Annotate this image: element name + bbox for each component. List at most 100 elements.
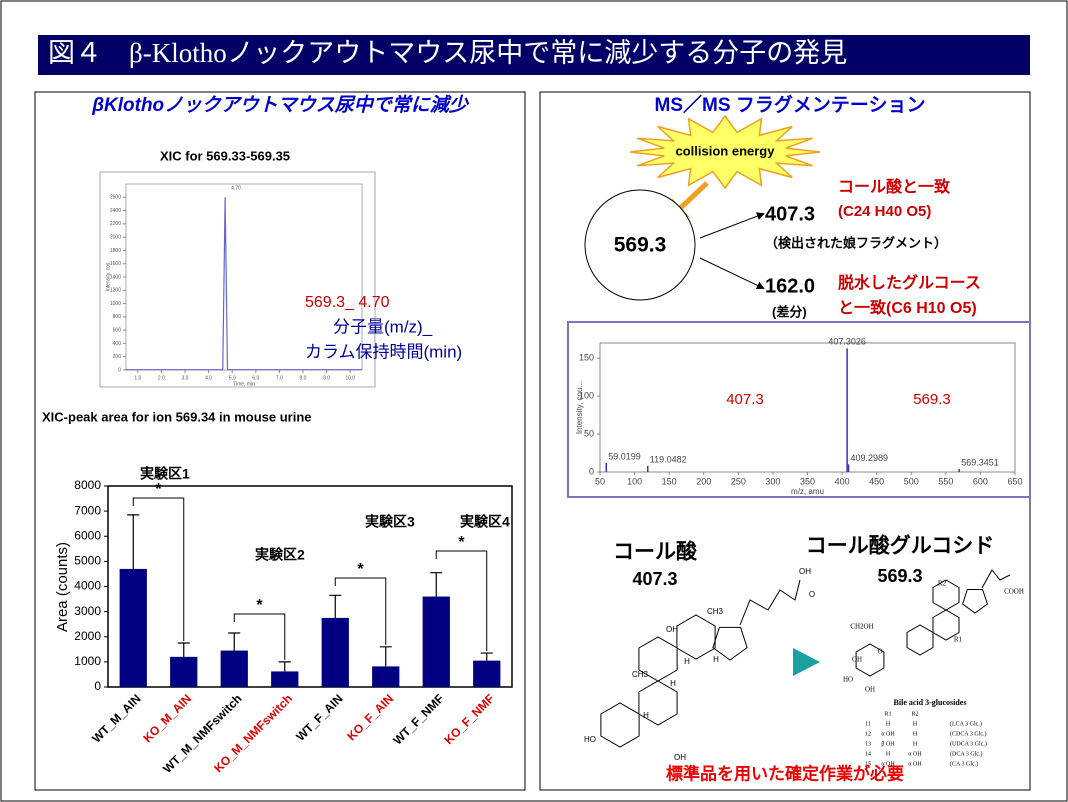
atom-label: O: [809, 590, 815, 599]
y-tick-label: 0: [589, 466, 594, 476]
x-tick-label: 150: [662, 476, 677, 486]
table-cell: H: [886, 751, 891, 757]
y-tick-label: 0: [118, 367, 121, 373]
y-tick-label: 1200: [110, 288, 121, 294]
bar: [422, 596, 450, 687]
peak-label: 59.0199: [608, 451, 641, 461]
x-tick-label: 10.0: [345, 375, 355, 381]
table-header: R2: [911, 711, 918, 717]
x-axis-label: Time, min: [233, 381, 255, 387]
significance-label: *: [155, 481, 162, 498]
x-tick-label: 9.0: [323, 375, 330, 381]
group-label: 実験区4: [460, 514, 510, 530]
ring: [932, 609, 960, 641]
peak-label: 407.3026: [828, 337, 866, 347]
significance-label: *: [256, 597, 263, 614]
y-axis-label: Intensity, cou...: [575, 381, 584, 434]
ring: [712, 626, 748, 661]
atom-label: O: [877, 648, 882, 656]
peak-label: 119.0482: [650, 454, 687, 464]
y-axis-label: Area (counts): [54, 542, 71, 632]
y-tick-label: 1400: [110, 274, 121, 280]
significance-bracket: [132, 497, 185, 642]
table-cell: H: [913, 731, 918, 737]
atom-label: R1: [954, 636, 963, 644]
side-chain: [739, 579, 801, 626]
compound-mz: 569.3: [877, 566, 922, 586]
compound-mz: 407.3: [632, 569, 677, 589]
atom-label: R2: [938, 580, 947, 588]
side-chain: [981, 569, 1011, 589]
x-tick-label: 5.0: [229, 375, 236, 381]
compound-name: コール酸: [613, 540, 698, 564]
x-axis-label: m/z, amu: [791, 487, 824, 496]
table-cell: (CA 3 Glc.): [950, 760, 978, 767]
atom-label: H: [684, 657, 690, 666]
bar: [220, 650, 248, 687]
table-cell: H: [913, 721, 918, 727]
bar: [372, 666, 400, 687]
y-tick-label: 1600: [110, 261, 121, 267]
error-bar: [379, 646, 392, 667]
y-tick-label: 6000: [74, 528, 101, 542]
table-cell: 12: [865, 731, 871, 737]
table-cell: H: [913, 741, 918, 747]
y-tick-label: 8000: [74, 478, 101, 492]
group-label: 実験区1: [140, 466, 190, 482]
significance-label: *: [458, 534, 465, 551]
y-tick-label: 800: [113, 314, 122, 320]
y-tick-label: 1000: [74, 654, 101, 668]
y-tick-label: 400: [113, 341, 122, 347]
fragment-formula: と一致(C6 H10 O5): [838, 298, 977, 317]
y-tick-label: 0: [94, 679, 101, 693]
title-bar: [38, 35, 1030, 75]
bar: [271, 671, 299, 687]
compound-name: コール酸グルコシド: [806, 534, 995, 558]
annotation: 407.3: [726, 391, 764, 408]
fragment-mz: 162.0: [765, 275, 815, 297]
ring: [962, 589, 988, 614]
x-tick-label: 300: [765, 476, 780, 486]
y-tick-label: 50: [584, 428, 594, 438]
y-tick-label: 600: [113, 327, 122, 333]
fragment-formula: (C24 H40 O5): [838, 203, 931, 220]
table-cell: 15: [865, 761, 871, 767]
x-tick-label: 50: [595, 476, 605, 486]
atom-label: OH: [799, 567, 811, 576]
y-tick-label: 1800: [110, 248, 121, 254]
group-label: 実験区3: [365, 514, 415, 530]
x-tick-label: 550: [938, 476, 953, 486]
fragment-match: コール酸と一致: [838, 177, 951, 196]
x-tick-label: 350: [800, 476, 815, 486]
x-tick-label: 250: [731, 476, 746, 486]
atom-label: HO: [584, 735, 596, 744]
bar: [321, 617, 349, 687]
fragment-note: (差分): [772, 304, 807, 319]
atom-label: HO: [843, 676, 853, 684]
peak-label: 4.70: [231, 185, 241, 191]
table-cell: 11: [865, 721, 871, 727]
x-tick-label: 7.0: [276, 375, 283, 381]
bar: [170, 656, 198, 687]
y-tick-label: 2000: [74, 629, 101, 643]
burst-label: collision energy: [676, 143, 776, 158]
table-cell: (UDCA 3 Glc.): [950, 740, 987, 747]
error-bar: [127, 514, 140, 569]
y-tick-label: 200: [113, 354, 122, 360]
y-tick-label: 3000: [74, 604, 101, 618]
atom-label: OH: [674, 753, 686, 762]
arrow: [699, 257, 765, 290]
x-tick-label: 2.0: [158, 375, 165, 381]
panel-heading: MS／MS フラグメンテーション: [655, 93, 926, 116]
xic-line: [126, 197, 362, 371]
arrow: [699, 212, 765, 239]
annotation: カラム保持時間(min): [305, 342, 462, 361]
burst: [629, 114, 821, 190]
table-cell: β OH: [881, 741, 895, 747]
error-bar: [228, 632, 241, 651]
group-label: 実験区2: [255, 547, 305, 563]
table-cell: α OH: [908, 751, 922, 757]
y-tick-label: 2400: [110, 208, 121, 214]
ring: [676, 614, 716, 660]
